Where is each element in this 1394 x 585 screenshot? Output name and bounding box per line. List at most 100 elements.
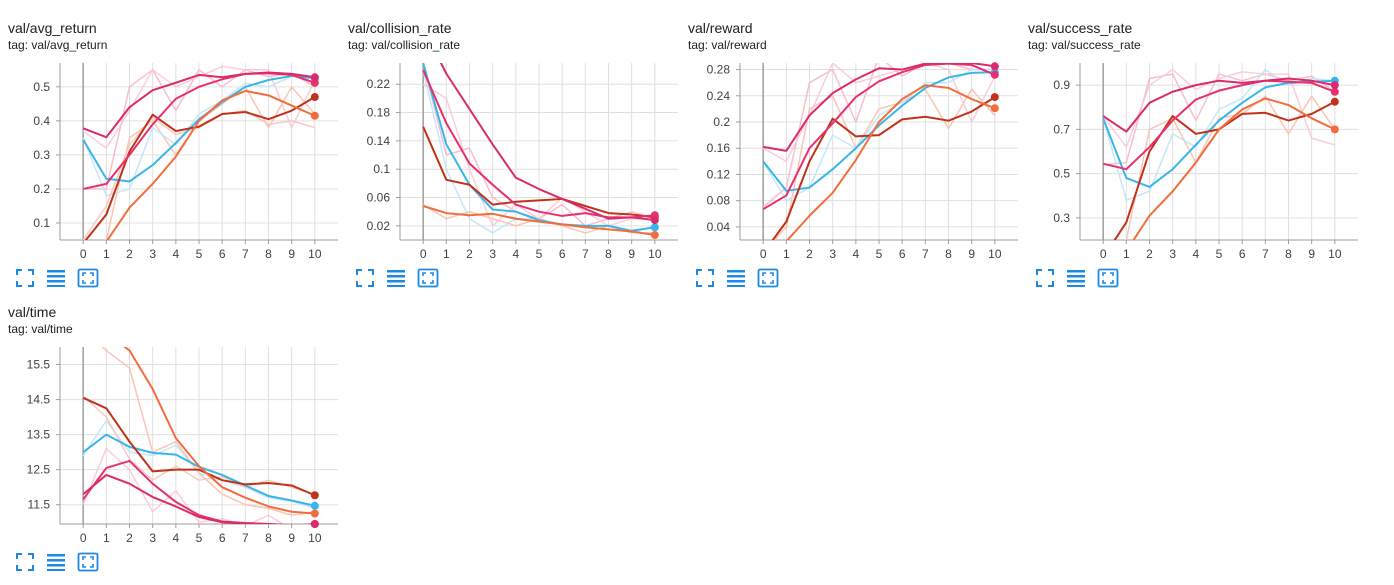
y-tick-label: 0.02 [367,219,391,233]
series-end-point[interactable] [650,216,659,225]
toggle-log-scale-icon[interactable] [385,267,407,289]
x-tick-label: 6 [219,247,226,261]
series-end-point[interactable] [310,93,319,102]
fit-domain-icon[interactable] [77,551,99,573]
series-end-point[interactable] [1330,81,1339,90]
x-tick-label: 2 [806,247,813,261]
series-line[interactable] [83,89,316,261]
series-end-point[interactable] [990,93,999,102]
series-line[interactable] [1102,77,1336,133]
fit-domain-icon[interactable] [77,267,99,289]
x-tick-label: 5 [876,247,883,261]
series-end-point[interactable] [650,231,659,240]
chart-tag: tag: val/success_rate [1028,38,1141,52]
series-line[interactable] [82,71,315,139]
toggle-log-scale-icon[interactable] [45,551,67,573]
series-end-point[interactable] [310,73,319,82]
y-tick-label: 0.5 [1053,167,1070,181]
x-tick-label: 1 [443,247,450,261]
fullscreen-icon[interactable] [1034,267,1056,289]
y-tick-label: 14.5 [27,393,51,407]
y-tick-label: 11.5 [28,498,51,512]
chart-tag: tag: val/avg_return [8,38,108,52]
x-tick-label: 2 [126,531,133,545]
x-tick-label: 2 [126,247,133,261]
series-line[interactable] [763,84,996,266]
line-chart-collision-rate[interactable]: 0 1 2 3 4 5 6 7 8 9 10 0.02 0.06 0.1 0.14 0.18 0.22 [340,0,680,284]
series-line[interactable] [82,74,315,183]
series-end-point[interactable] [990,70,999,79]
chart-card-time: val/time tag: val/time 0 1 2 3 4 5 6 7 8 9 10 11.5 1… [0,284,340,572]
series-end-point[interactable] [310,509,319,518]
fullscreen-icon[interactable] [14,267,36,289]
x-tick-label: 6 [899,247,906,261]
fit-domain-icon[interactable] [417,267,439,289]
series-end-point[interactable] [1330,97,1339,106]
y-tick-label: 0.12 [707,167,731,181]
series-line[interactable] [762,63,996,211]
y-tick-label: 0.2 [713,115,730,129]
x-tick-label: 7 [242,247,249,261]
toggle-log-scale-icon[interactable] [45,267,67,289]
series-end-point[interactable] [990,104,999,113]
series-end-point[interactable] [310,491,319,500]
raw-series-line [1125,95,1336,240]
series-end-point[interactable] [1330,125,1339,134]
x-tick-label: 2 [1146,247,1153,261]
series-line[interactable] [82,396,316,497]
x-tick-label: 8 [1285,247,1292,261]
x-tick-label: 1 [783,247,790,261]
x-tick-label: 10 [648,247,662,261]
series-line[interactable] [762,63,995,152]
x-tick-label: 9 [288,531,295,545]
series-line[interactable] [762,71,995,192]
x-tick-label: 3 [489,247,496,261]
series-end-point[interactable] [990,62,999,71]
series-line[interactable] [422,205,655,237]
fullscreen-icon[interactable] [694,267,716,289]
line-chart-time[interactable]: 0 1 2 3 4 5 6 7 8 9 10 11.5 12.5 13.5 14.5 15.5 [0,284,340,568]
y-tick-label: 0.16 [707,141,731,155]
series-line[interactable] [83,96,316,243]
series-line[interactable] [1102,79,1336,171]
toggle-log-scale-icon[interactable] [1065,267,1087,289]
chart-title: val/time [8,304,57,320]
fit-domain-icon[interactable] [1097,267,1119,289]
x-tick-label: 8 [945,247,952,261]
fullscreen-icon[interactable] [354,267,376,289]
line-chart-success-rate[interactable]: 0 1 2 3 4 5 6 7 8 9 10 0.3 0.5 0.7 0.9 [1020,0,1360,284]
series-group [82,65,316,261]
chart-title: val/avg_return [8,20,97,36]
series-line[interactable] [763,96,996,253]
y-tick-label: 0.28 [707,63,731,77]
series-line[interactable] [83,326,315,515]
fullscreen-icon[interactable] [14,551,36,573]
series-line[interactable] [82,473,315,526]
series-group [422,28,656,237]
series-end-point[interactable] [310,111,319,120]
x-tick-label: 0 [80,247,87,261]
x-tick-label: 8 [605,247,612,261]
x-tick-label: 10 [308,531,322,545]
x-tick-label: 1 [1123,247,1130,261]
toggle-log-scale-icon[interactable] [725,267,747,289]
series-end-point[interactable] [650,223,659,232]
series-end-point[interactable] [310,520,319,528]
line-chart-avg-return[interactable]: 0 1 2 3 4 5 6 7 8 9 10 0.1 0.2 0.3 0.4 0.5 [0,0,340,284]
series-line[interactable] [422,126,655,219]
series-line[interactable] [423,28,655,222]
series-line[interactable] [82,459,315,526]
y-tick-label: 0.18 [367,106,391,120]
series-line[interactable] [1103,97,1336,273]
series-end-point[interactable] [1330,87,1339,96]
y-tick-label: 0.4 [33,114,50,128]
raw-series-line [82,395,316,495]
x-tick-label: 2 [466,247,473,261]
series-end-point[interactable] [310,501,319,510]
raw-series-line [762,63,995,208]
series-line[interactable] [422,63,655,232]
x-tick-label: 6 [559,247,566,261]
fit-domain-icon[interactable] [757,267,779,289]
x-tick-label: 3 [1169,247,1176,261]
line-chart-reward[interactable]: 0 1 2 3 4 5 6 7 8 9 10 0.04 0.08 0.12 0.16 0.2 0.24 0.28 [680,0,1020,284]
